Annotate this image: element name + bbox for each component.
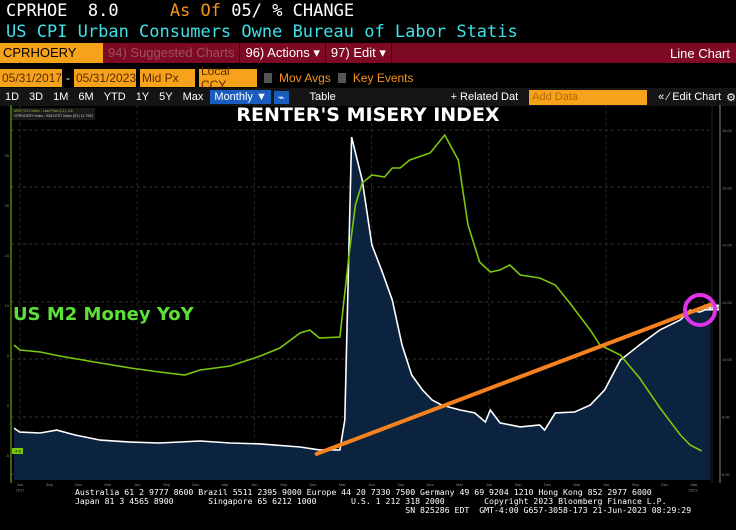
suggested-charts-button[interactable]: 94) Suggested Charts: [103, 43, 241, 63]
related-data-button[interactable]: + Related Dat: [450, 91, 519, 103]
table-button[interactable]: Table: [309, 91, 336, 103]
period-1m[interactable]: 1M: [53, 91, 69, 103]
left-tick-label: 15: [5, 253, 10, 258]
period-5y[interactable]: 5Y: [159, 91, 173, 103]
x-tick-label: Jun: [603, 482, 609, 487]
end-date-input[interactable]: 05/31/2023: [74, 69, 137, 87]
left-tick-label: 10: [5, 303, 10, 308]
m2-line: [13, 133, 703, 452]
header-line: CPRHOE 8.0 As Of 05/ % CHANGE: [6, 1, 354, 21]
left-tick-label: 25: [5, 153, 10, 158]
x-tick-label: Sep: [632, 482, 640, 487]
x-tick-label: Dec: [427, 482, 434, 487]
footer-session: SN 825286 EDT GMT-4:00 G657-3058-173 21-…: [75, 505, 692, 515]
period-ytd[interactable]: YTD: [103, 91, 126, 103]
period-3d[interactable]: 3D: [29, 91, 44, 103]
left-tick-label: 0: [7, 403, 10, 408]
actions-menu[interactable]: 96) Actions ▾: [240, 43, 326, 63]
mov-avgs-checkbox[interactable]: [264, 73, 272, 83]
m2-last-tag: [12, 448, 23, 454]
x-tick-label: Sep: [280, 482, 288, 487]
dash: -: [66, 71, 70, 85]
cpi-last-value: 11.7992: [705, 305, 720, 310]
security-input[interactable]: CPRHOERY Index: [0, 43, 103, 75]
chart-legend: M2% YOY Index - Last Price (L1) -4.6 CPR…: [12, 108, 96, 120]
x-year-label: 2017: [16, 488, 26, 493]
right-tick-label: 6.00: [722, 472, 731, 477]
legend-m2: M2% YOY Index - Last Price (L1) -4.6: [14, 109, 73, 113]
x-tick-label: Dec: [309, 482, 316, 487]
footer-copyright: Japan 81 3 4565 8900 Singapore 65 6212 1…: [75, 496, 667, 506]
chart-title: RENTER'S MISERY INDEX: [236, 104, 500, 126]
left-tick-label: -5: [5, 453, 9, 458]
toolbar: CPRHOERY Index 94) Suggested Charts 96) …: [0, 43, 736, 75]
as-of-label: As Of: [169, 1, 221, 21]
period-max[interactable]: Max: [182, 91, 204, 103]
chart-area: 25 20 15 10 5 0 -5 18.00 16.00 14.00 12.00 10.00 8.0…: [5, 105, 733, 493]
x-tick-label: Dec: [192, 482, 199, 487]
period-1d[interactable]: 1D: [5, 91, 20, 103]
legend-cpi: CPRHOERY Index - BOLRTST Index (R1) 11.7…: [14, 114, 94, 118]
x-tick-label: Mar: [339, 482, 347, 487]
x-tick-label: Jun: [486, 482, 492, 487]
right-tick-label: 12.00: [722, 300, 733, 305]
price-select[interactable]: Mid Px: [140, 69, 195, 87]
m2-last-value: -4.6: [14, 449, 22, 454]
security-description: US CPI Urban Consumers Owne Bureau of La…: [6, 22, 518, 42]
edit-menu[interactable]: 97) Edit ▾: [326, 43, 392, 63]
right-tick-label: 10.00: [722, 357, 733, 362]
ticker: CPRHOE: [6, 1, 68, 21]
x-tick-label: Sep: [397, 482, 405, 487]
x-tick-label: Dec: [661, 482, 668, 487]
chart-type-label: Line Chart: [670, 45, 730, 61]
x-tick-label: Sep: [46, 482, 54, 487]
cpi-area: [14, 137, 711, 480]
line-chart-icon[interactable]: ⌁: [273, 90, 289, 104]
start-date-input[interactable]: 05/31/2017: [0, 69, 63, 87]
key-events-checkbox[interactable]: [337, 73, 346, 83]
frequency-select[interactable]: Monthly ▼: [210, 90, 271, 104]
edit-chart-button[interactable]: « ∕ Edit Chart: [658, 91, 722, 103]
date-controls: 05/31/2017 - 05/31/2023 Mid Px Local CCY…: [0, 64, 414, 92]
right-tick-label: 8.00: [722, 415, 731, 420]
add-data-input[interactable]: Add Data: [529, 89, 648, 105]
left-tick-label: 5: [7, 353, 10, 358]
gear-icon[interactable]: ⚙: [726, 91, 736, 104]
period-1y[interactable]: 1Y: [135, 91, 150, 103]
x-tick-label: Dec: [75, 482, 82, 487]
period-6m[interactable]: 6M: [78, 91, 94, 103]
ticker-value: 8.0: [87, 1, 119, 21]
x-tick-label: Mar: [456, 482, 464, 487]
x-tick-label: Jun: [368, 482, 374, 487]
right-tick-label: 16.00: [722, 185, 733, 190]
x-tick-label: Dec: [544, 482, 551, 487]
left-tick-label: 20: [5, 203, 10, 208]
key-events-label[interactable]: Key Events: [352, 71, 414, 85]
right-tick-label: 18.00: [722, 128, 733, 133]
x-tick-label: Mar: [573, 482, 581, 487]
footer-contacts: Australia 61 2 9777 8600 Brazil 5511 239…: [75, 487, 652, 497]
trend-line: [314, 302, 713, 456]
x-tick-label: Jun: [134, 482, 140, 487]
cpi-line: [13, 136, 711, 451]
highlight-circle: [683, 293, 717, 327]
x-tick-label: Sep: [163, 482, 171, 487]
cpi-last-tag: [704, 304, 719, 311]
mov-avgs-label[interactable]: Mov Avgs: [279, 71, 331, 85]
right-tick-label: 14.00: [722, 243, 733, 248]
x-tick-label: Jun: [251, 482, 257, 487]
currency-select[interactable]: Local CCY: [199, 64, 257, 92]
x-tick-label: Mar: [222, 482, 230, 487]
x-tick-label: Mar: [104, 482, 112, 487]
x-tick-label: Mar: [690, 482, 698, 487]
m2-annotation: US M2 Money YoY: [13, 304, 194, 325]
as-of-value: 05/ % CHANGE: [231, 1, 355, 21]
x-tick-label: Jun: [17, 482, 23, 487]
x-year-label: 2023: [689, 488, 699, 493]
x-tick-label: Sep: [515, 482, 523, 487]
period-bar: 1D 3D 1M 6M YTD 1Y 5Y Max Monthly ▼ ⌁ Ta…: [0, 88, 736, 106]
footer: Australia 61 2 9777 8600 Brazil 5511 239…: [75, 488, 691, 515]
